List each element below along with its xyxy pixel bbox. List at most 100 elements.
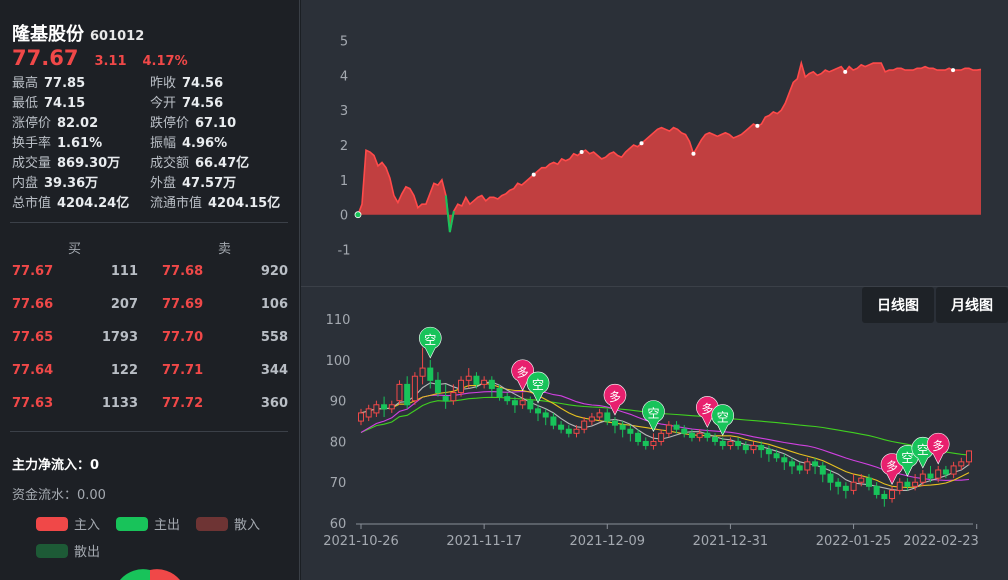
divider — [301, 286, 1008, 287]
candle-body — [611, 420, 618, 426]
legend-item: 散出 — [36, 541, 100, 560]
candle-body — [819, 465, 826, 475]
stat-item: 最低 74.15 — [12, 92, 85, 111]
marker-label: 多 — [517, 366, 529, 380]
capital-flow-pie — [120, 569, 180, 580]
stat-value: 4204.24亿 — [57, 196, 130, 211]
stat-value: 66.47亿 — [195, 156, 250, 171]
candle-body — [696, 432, 703, 438]
candle-body — [788, 461, 795, 467]
candle-body — [773, 453, 780, 459]
orderbook-row: 77.63 1133 77.72 360 — [0, 396, 300, 418]
candle-body — [450, 392, 457, 402]
buy-volume: 111 — [110, 264, 138, 279]
candle-body — [896, 481, 903, 491]
stat-item: 内盘 39.36万 — [12, 172, 98, 191]
stat-label: 最低 — [12, 96, 39, 111]
y-tick-label: 110 — [326, 313, 351, 328]
candle-body — [904, 481, 911, 487]
candle-body — [673, 424, 680, 430]
sell-signal-marker: 空 — [642, 400, 665, 432]
candle-body — [558, 424, 565, 430]
sell-header: 卖 — [218, 242, 232, 257]
candle-body — [858, 477, 865, 483]
candle-body — [665, 424, 672, 434]
marker-pin — [711, 404, 734, 437]
stat-label: 内盘 — [12, 176, 39, 191]
capital-flow-title: 主力净流入：0 — [12, 458, 100, 473]
legend-swatch — [36, 543, 68, 558]
sell-price: 77.68 — [162, 264, 204, 279]
candle-body — [842, 485, 849, 491]
sell-volume: 106 — [260, 297, 288, 312]
negative-segment — [448, 211, 455, 233]
stat-label: 涨停价 — [12, 116, 52, 131]
buy-volume: 122 — [110, 363, 138, 378]
y-tick-label: 70 — [330, 476, 347, 491]
candle-body — [596, 412, 603, 418]
candle-body — [473, 375, 480, 385]
candle-body — [627, 428, 634, 434]
candle-body — [504, 396, 511, 402]
buy-price: 77.66 — [12, 297, 54, 312]
stat-item: 外盘 47.57万 — [150, 172, 236, 191]
candle-body — [642, 440, 649, 447]
marker-label: 空 — [917, 443, 929, 457]
sell-price: 77.71 — [162, 363, 204, 378]
daily-chart-button[interactable]: 日线图 — [862, 287, 934, 323]
candle-body — [742, 445, 749, 451]
data-point — [354, 211, 362, 219]
stat-label: 流通市值 — [150, 196, 203, 211]
candle-body — [373, 404, 380, 414]
sell-volume: 558 — [260, 330, 288, 345]
x-tick-label: 2021-11-17 — [446, 534, 522, 549]
legend-swatch — [36, 516, 68, 531]
candle-body — [388, 404, 395, 410]
sell-volume: 360 — [260, 396, 288, 411]
pie-slice — [150, 569, 180, 580]
stat-label: 外盘 — [150, 176, 177, 191]
sell-price: 77.69 — [162, 297, 204, 312]
stat-item: 总市值 4204.24亿 — [12, 192, 129, 211]
candle-body — [966, 450, 972, 463]
marker-pin — [419, 326, 442, 359]
candle-body — [365, 408, 372, 418]
x-tick-label: 2021-12-09 — [569, 534, 645, 549]
candle-body — [765, 449, 772, 455]
candle-body — [419, 367, 426, 377]
current-price: 77.67 — [12, 46, 79, 70]
marker-label: 空 — [424, 333, 436, 347]
candle-body — [950, 465, 957, 475]
data-point — [843, 69, 848, 74]
stat-label: 总市值 — [12, 196, 52, 211]
legend-label: 散出 — [74, 545, 101, 560]
buy-volume: 1793 — [101, 330, 138, 345]
marker-label: 空 — [717, 410, 729, 424]
stock-code: 601012 — [90, 29, 145, 44]
candle-body — [735, 440, 742, 447]
candle-body — [850, 481, 857, 491]
stat-item: 最高 77.85 — [12, 72, 85, 91]
divider — [10, 431, 288, 432]
marker-pin — [926, 432, 950, 465]
y-tick-label: 2 — [340, 139, 348, 154]
stat-value: 74.56 — [182, 96, 224, 111]
legend-swatch — [196, 516, 228, 531]
marker-label: 多 — [886, 459, 898, 473]
sell-price: 77.72 — [162, 396, 204, 411]
candle-body — [919, 473, 926, 483]
candle-body — [604, 412, 611, 422]
stat-item: 成交量 869.30万 — [12, 152, 120, 171]
buy-price: 77.67 — [12, 264, 54, 279]
orderbook-row: 77.65 1793 77.70 558 — [0, 330, 300, 352]
stat-item: 流通市值 4204.15亿 — [150, 192, 280, 211]
legend-label: 主入 — [74, 518, 101, 533]
kline-chart: 110 100 90 80 70 60 2021-10-26 2021-11-17 2021-1… — [323, 313, 979, 549]
stat-item: 成交额 66.47亿 — [150, 152, 249, 171]
ma-line — [360, 396, 970, 456]
monthly-chart-button[interactable]: 月线图 — [936, 287, 1008, 323]
stat-label: 最高 — [12, 76, 39, 91]
stat-item: 涨停价 82.02 — [12, 112, 98, 131]
buy-volume: 1133 — [101, 396, 138, 411]
y-tick-label: 60 — [330, 517, 347, 532]
